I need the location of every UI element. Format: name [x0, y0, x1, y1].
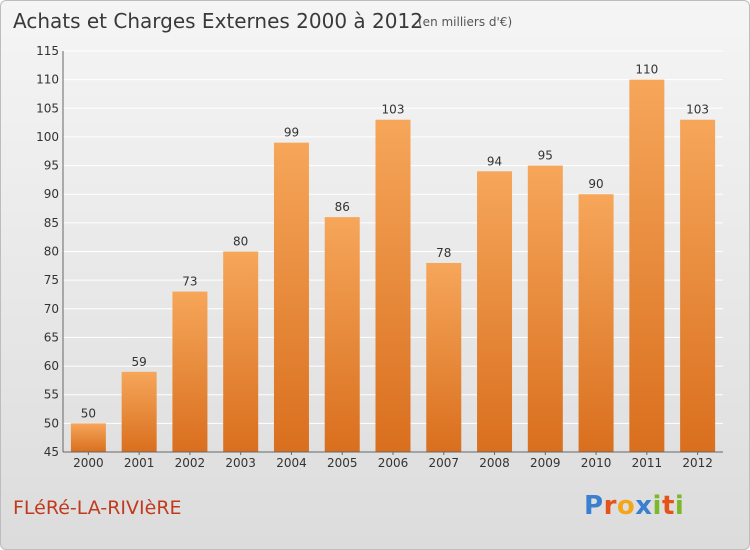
logo-letter: t [661, 491, 675, 521]
x-tick-label: 2006 [378, 456, 409, 470]
y-tick-label: 90 [44, 187, 59, 201]
bar [70, 423, 106, 452]
bar [629, 79, 665, 453]
x-tick-label: 2009 [530, 456, 561, 470]
logo-letter: i [674, 491, 685, 521]
bar [223, 251, 259, 452]
bar [324, 217, 360, 452]
bar-layer: 50 59 73 80 99 86 103 78 94 95 90 110 103 [70, 63, 716, 453]
y-tick-label: 105 [36, 101, 59, 115]
x-tick-label: 2007 [428, 456, 459, 470]
y-tick-label: 80 [44, 245, 59, 259]
proxiti-logo: Proxiti [584, 491, 684, 521]
y-tick-label: 75 [44, 273, 59, 287]
bar [527, 165, 563, 453]
bar [121, 371, 157, 452]
x-tick-label: 2003 [225, 456, 256, 470]
bar-value-label: 80 [233, 235, 248, 249]
bar-value-label: 103 [382, 103, 405, 117]
logo-letter: P [584, 491, 604, 521]
bar-value-label: 50 [81, 406, 96, 420]
x-tick-label: 2010 [581, 456, 612, 470]
bar-value-label: 95 [538, 149, 553, 163]
bar-value-label: 90 [588, 177, 603, 191]
x-tick-label: 2011 [632, 456, 663, 470]
y-tick-label: 70 [44, 302, 59, 316]
y-tick-label: 55 [44, 388, 59, 402]
axis-layer: 45 50 55 60 65 70 75 80 85 90 95 100 105 110 115 2000 20… [36, 44, 723, 470]
y-tick-label: 45 [44, 445, 59, 459]
y-tick-label: 50 [44, 416, 59, 430]
bar [680, 119, 716, 452]
y-tick-label: 115 [36, 44, 59, 58]
bar [477, 171, 513, 453]
bar [578, 194, 614, 452]
chart-title: Achats et Charges Externes 2000 à 2012 [13, 9, 423, 33]
logo-letter: o [616, 491, 636, 521]
bar-value-label: 94 [487, 154, 502, 168]
x-tick-label: 2000 [73, 456, 104, 470]
y-tick-label: 100 [36, 130, 59, 144]
x-tick-label: 2008 [479, 456, 510, 470]
x-tick-label: 2012 [682, 456, 713, 470]
bar-value-label: 103 [686, 103, 709, 117]
commune-name: FLéRé-LA-RIVIèRE [13, 497, 182, 519]
bar-value-label: 59 [132, 355, 147, 369]
y-tick-label: 85 [44, 216, 59, 230]
bar [375, 119, 411, 452]
bar-value-label: 99 [284, 126, 299, 140]
bar [172, 291, 208, 452]
y-tick-label: 65 [44, 330, 59, 344]
x-tick-label: 2004 [276, 456, 307, 470]
x-tick-label: 2001 [124, 456, 155, 470]
bar-value-label: 78 [436, 246, 451, 260]
logo-letter: i [652, 491, 662, 521]
x-tick-label: 2002 [175, 456, 206, 470]
logo-letter: r [603, 491, 617, 521]
bar [273, 142, 309, 452]
bar [426, 262, 462, 452]
bar-value-label: 73 [182, 275, 197, 289]
bar-value-label: 110 [635, 63, 658, 77]
logo-letter: x [635, 491, 653, 521]
x-tick-label: 2005 [327, 456, 358, 470]
y-tick-label: 95 [44, 159, 59, 173]
bar-chart: 50 59 73 80 99 86 103 78 94 95 90 110 103 45 50 55 60 65… [36, 44, 723, 470]
chart-unit: (en milliers d'€) [418, 15, 513, 29]
y-tick-label: 60 [44, 359, 59, 373]
bar-value-label: 86 [335, 200, 350, 214]
y-tick-label: 110 [36, 73, 59, 87]
